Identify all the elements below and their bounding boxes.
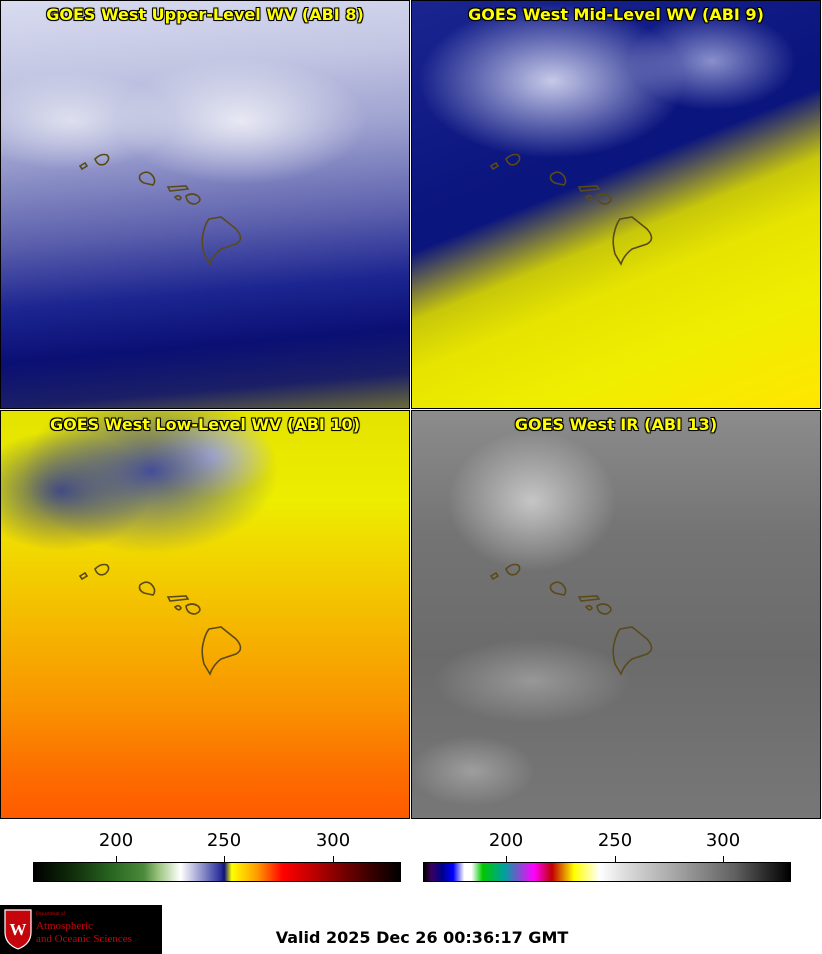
island-lanai [584, 604, 593, 611]
island-niihau [489, 161, 500, 171]
wv-tick-label: 200 [98, 830, 134, 851]
island-lanai [173, 604, 182, 611]
island-molokai [166, 185, 190, 192]
island-lanai [173, 194, 182, 201]
mid-level-wv-panel: GOES West Mid-Level WV (ABI 9) [411, 0, 821, 409]
island-maui [596, 193, 612, 205]
wv-tick-label: 250 [206, 830, 242, 851]
uw-crest-icon: W [4, 909, 32, 950]
wv-tick-mark [224, 856, 225, 862]
wv-tick-label: 300 [315, 830, 351, 851]
valid-time-label: Valid 2025 Dec 26 00:36:17 GMT [275, 928, 569, 947]
infrared-panel: GOES West IR (ABI 13) [411, 410, 821, 819]
island-niihau [78, 571, 89, 581]
logo-text-line1: Atmospheric [36, 920, 93, 932]
island-kauai [94, 153, 110, 166]
island-maui [185, 603, 201, 615]
hawaii-islands-outline [489, 563, 653, 676]
ir-tick-label: 300 [705, 830, 741, 851]
wv-tick-mark [116, 856, 117, 862]
ir-tick-label: 250 [597, 830, 633, 851]
ir-tick-label: 200 [488, 830, 524, 851]
island-big-island [201, 626, 242, 676]
island-molokai [166, 595, 190, 602]
infrared-colorbar [423, 862, 791, 882]
svg-text:W: W [10, 920, 27, 939]
water-vapor-colorbar [33, 862, 401, 882]
hawaii-islands-outline [78, 153, 242, 266]
island-oahu [138, 171, 156, 186]
panel-title-upper-level-wv: GOES West Upper-Level WV (ABI 8) [46, 5, 364, 24]
logo-text-line2: and Oceanic Sciences [36, 933, 132, 945]
ir-tick-mark [723, 856, 724, 862]
ir-tick-mark [615, 856, 616, 862]
aos-logo: W Department of Atmospheric and Oceanic … [0, 905, 162, 954]
logo-dept-of: Department of [36, 912, 66, 917]
island-kauai [505, 563, 521, 576]
island-oahu [549, 581, 567, 596]
island-kauai [94, 563, 110, 576]
panel-title-low-level-wv: GOES West Low-Level WV (ABI 10) [49, 415, 360, 434]
island-maui [596, 603, 612, 615]
island-big-island [201, 216, 242, 266]
island-oahu [549, 171, 567, 186]
island-lanai [584, 194, 593, 201]
panel-title-mid-level-wv: GOES West Mid-Level WV (ABI 9) [468, 5, 764, 24]
island-kauai [505, 153, 521, 166]
island-oahu [138, 581, 156, 596]
ir-tick-mark [506, 856, 507, 862]
island-big-island [612, 216, 653, 266]
island-niihau [489, 571, 500, 581]
hawaii-islands-outline [489, 153, 653, 266]
wv-tick-mark [333, 856, 334, 862]
upper-level-wv-panel: GOES West Upper-Level WV (ABI 8) [0, 0, 410, 409]
island-big-island [612, 626, 653, 676]
island-maui [185, 193, 201, 205]
island-molokai [577, 595, 601, 602]
panel-title-infrared: GOES West IR (ABI 13) [514, 415, 718, 434]
island-niihau [78, 161, 89, 171]
hawaii-islands-outline [78, 563, 242, 676]
island-molokai [577, 185, 601, 192]
low-level-wv-panel: GOES West Low-Level WV (ABI 10) [0, 410, 410, 819]
